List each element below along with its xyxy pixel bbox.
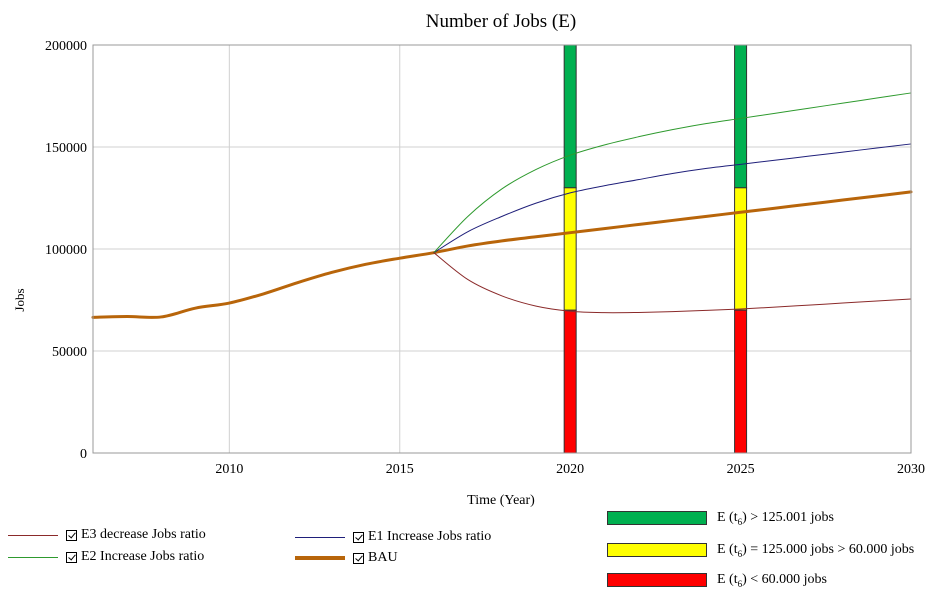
x-tick-label: 2025 (727, 462, 755, 477)
legend-band-swatch-low (607, 573, 707, 588)
x-tick-label: 2010 (215, 462, 243, 477)
legend-label-bau: BAU (368, 550, 398, 565)
threshold-bar-1-segment-0 (734, 44, 748, 189)
series-line-1 (433, 143, 912, 254)
legend-item-e2[interactable]: E2 Increase Jobs ratio (8, 549, 204, 565)
legend-checkbox-e1[interactable] (353, 531, 364, 543)
chart-title: Number of Jobs (E) (426, 11, 576, 32)
legend-swatch-bau (295, 556, 345, 560)
legend-band-label-low: E (t6) < 60.000 jobs (717, 572, 828, 589)
y-tick-label: 0 (80, 447, 87, 462)
y-tick-label: 100000 (45, 243, 87, 258)
legend-item-e3[interactable]: E3 decrease Jobs ratio (8, 527, 206, 543)
legend-checkbox-e2[interactable] (66, 551, 77, 563)
legend-band-high: E (t6) > 125.001 jobs (607, 510, 834, 527)
y-tick-label: 150000 (45, 141, 87, 156)
legend-swatch-e1 (295, 536, 345, 538)
x-tick-label: 2030 (897, 462, 925, 477)
legend-band-label-high: E (t6) > 125.001 jobs (717, 510, 835, 527)
legend-item-bau[interactable]: BAU (295, 550, 398, 566)
legend-checkbox-e3[interactable] (66, 529, 77, 541)
legend-label-e2: E2 Increase Jobs ratio (81, 549, 205, 564)
series-lines (91, 92, 913, 319)
y-tick-label: 50000 (52, 345, 87, 360)
grid (93, 44, 912, 454)
series-line-3 (433, 252, 912, 314)
threshold-bar-1-segment-2 (734, 309, 748, 454)
tick-labels: 2010 2015 2020 2025 2030 0 50000 100000 150000 20… (45, 39, 925, 477)
plot-frame (92, 44, 912, 454)
legend-swatch-e2 (8, 556, 58, 558)
threshold-bar-0-segment-1 (563, 187, 577, 311)
x-tick-label: 2015 (386, 462, 414, 477)
legend-item-e1[interactable]: E1 Increase Jobs ratio (295, 529, 491, 545)
threshold-bar-0-segment-0 (563, 44, 577, 189)
threshold-bar-0-segment-2 (563, 309, 577, 454)
legend-checkbox-bau[interactable] (353, 552, 364, 564)
x-tick-label: 2020 (556, 462, 584, 477)
legend-band-low: E (t6) < 60.000 jobs (607, 572, 827, 589)
legend-band-mid: E (t6) = 125.000 jobs > 60.000 jobs (607, 542, 914, 559)
series-line-2 (433, 92, 912, 254)
y-tick-label: 200000 (45, 39, 87, 54)
legend-label-e1: E1 Increase Jobs ratio (368, 529, 492, 544)
legend-band-swatch-high (607, 511, 707, 526)
x-axis-label: Time (Year) (467, 493, 535, 508)
legend-label-e3: E3 decrease Jobs ratio (81, 527, 206, 542)
legend-band-label-mid: E (t6) = 125.000 jobs > 60.000 jobs (717, 542, 915, 559)
y-axis-label: Jobs (12, 288, 27, 311)
legend-swatch-e3 (8, 534, 58, 536)
series-line-0 (91, 190, 913, 319)
threshold-bar-1-segment-1 (734, 187, 748, 311)
legend-band-swatch-mid (607, 543, 707, 558)
